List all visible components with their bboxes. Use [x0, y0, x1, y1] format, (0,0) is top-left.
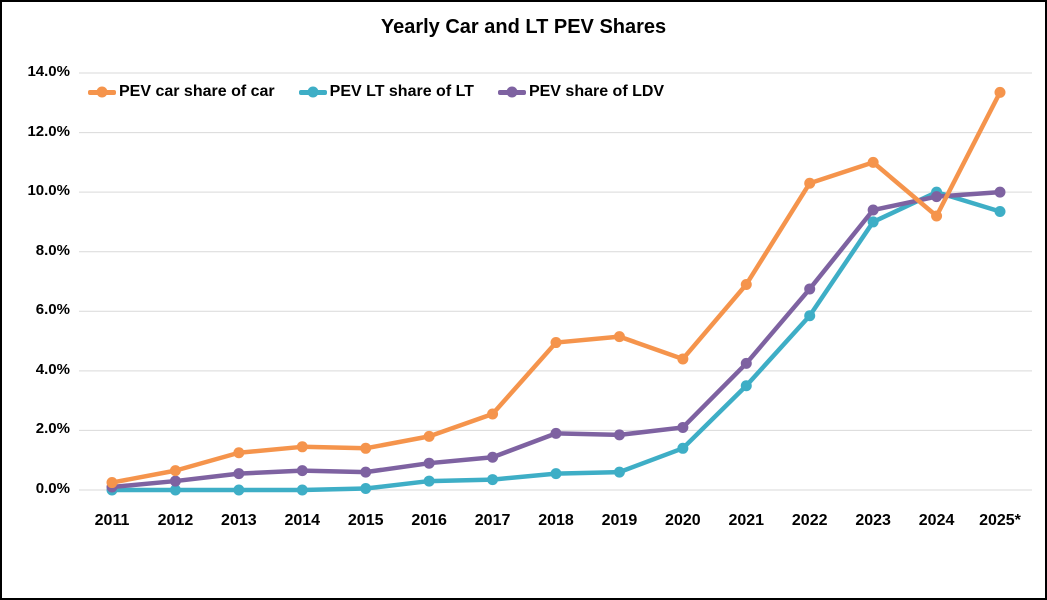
- data-point-marker: [740, 357, 752, 369]
- legend-dot-icon: [307, 86, 319, 98]
- data-point-marker: [931, 191, 943, 203]
- data-point-marker: [550, 468, 562, 480]
- x-axis-tick-label: 2014: [284, 512, 321, 529]
- legend-line-marker-icon: [497, 86, 526, 98]
- data-point-marker: [487, 408, 499, 420]
- x-axis-tick-label: 2013: [221, 512, 257, 529]
- y-axis-tick-label: 2.0%: [35, 420, 70, 438]
- y-axis-tick-label: 12.0%: [27, 122, 70, 140]
- data-point-marker: [233, 468, 245, 480]
- x-axis-tick-label: 2018: [538, 512, 574, 529]
- data-point-marker: [994, 186, 1006, 198]
- x-axis-tick-label: 2019: [601, 512, 638, 529]
- legend: PEV car share of car PEV LT share of LT PE…: [88, 81, 664, 103]
- data-point-marker: [169, 465, 181, 477]
- legend-label: PEV LT share of LT: [329, 83, 474, 100]
- data-point-marker: [804, 283, 816, 295]
- x-axis-tick-label: 2015: [347, 512, 384, 529]
- legend-dot-icon: [96, 86, 108, 98]
- data-point-marker: [677, 421, 689, 433]
- x-axis-tick-label: 2024: [918, 512, 955, 529]
- data-point-marker: [550, 337, 562, 349]
- data-point-marker: [804, 310, 816, 322]
- data-point-marker: [994, 86, 1006, 98]
- x-axis-tick-label: 2022: [791, 512, 828, 529]
- data-point-marker: [677, 353, 689, 365]
- data-point-marker: [867, 204, 879, 216]
- data-point-marker: [296, 484, 308, 496]
- x-axis-tick-label: 2025*: [979, 512, 1021, 529]
- legend-label: PEV car share of car: [119, 83, 275, 100]
- data-point-marker: [296, 441, 308, 453]
- data-point-marker: [233, 484, 245, 496]
- data-point-marker: [423, 475, 435, 487]
- data-point-marker: [613, 466, 625, 478]
- data-point-marker: [931, 210, 943, 222]
- data-point-marker: [296, 465, 308, 477]
- data-point-marker: [360, 466, 372, 478]
- legend-line-marker-icon: [88, 86, 116, 98]
- data-point-marker: [867, 216, 879, 228]
- data-point-marker: [550, 427, 562, 439]
- data-point-marker: [360, 483, 372, 495]
- legend-item: PEV LT share of LT: [298, 83, 474, 101]
- y-axis-tick-label: 4.0%: [35, 360, 70, 378]
- y-axis-tick-label: 14.0%: [27, 63, 70, 80]
- data-point-marker: [487, 474, 499, 486]
- data-point-marker: [423, 457, 435, 469]
- data-point-marker: [169, 484, 181, 496]
- legend-item: PEV car share of car: [88, 83, 275, 101]
- y-axis-tick-label: 0.0%: [35, 480, 70, 497]
- legend-item: PEV share of LDV: [497, 83, 665, 101]
- data-point-marker: [740, 278, 752, 290]
- series-line: [109, 90, 1003, 485]
- legend-line-marker-icon: [298, 86, 327, 98]
- y-axis-tick-label: 10.0%: [27, 182, 70, 200]
- data-point-marker: [994, 206, 1006, 218]
- data-point-marker: [804, 177, 816, 189]
- data-point-marker: [423, 430, 435, 442]
- data-point-marker: [169, 475, 181, 487]
- data-point-marker: [740, 380, 752, 392]
- x-axis-tick-label: 2011: [94, 512, 130, 529]
- y-axis-tick-label: 8.0%: [35, 241, 70, 259]
- y-axis-tick-label: 6.0%: [35, 301, 70, 319]
- x-axis-tick-label: 2016: [411, 512, 447, 529]
- x-axis-tick-label: 2017: [474, 512, 511, 529]
- data-point-marker: [487, 451, 499, 463]
- data-point-marker: [106, 477, 118, 489]
- data-point-marker: [867, 156, 879, 168]
- data-point-marker: [360, 442, 372, 454]
- chart-title: Yearly Car and LT PEV Shares: [380, 16, 667, 38]
- x-axis-tick-label: 2012: [157, 512, 194, 529]
- data-point-marker: [233, 447, 245, 459]
- data-point-marker: [613, 429, 625, 441]
- data-point-marker: [613, 331, 625, 343]
- x-axis-tick-label: 2021: [728, 512, 765, 529]
- x-axis-tick-label: 2020: [665, 512, 701, 529]
- x-axis-tick-label: 2023: [855, 512, 891, 529]
- data-point-marker: [677, 442, 689, 454]
- legend-dot-icon: [506, 86, 518, 98]
- legend-label: PEV share of LDV: [528, 83, 665, 100]
